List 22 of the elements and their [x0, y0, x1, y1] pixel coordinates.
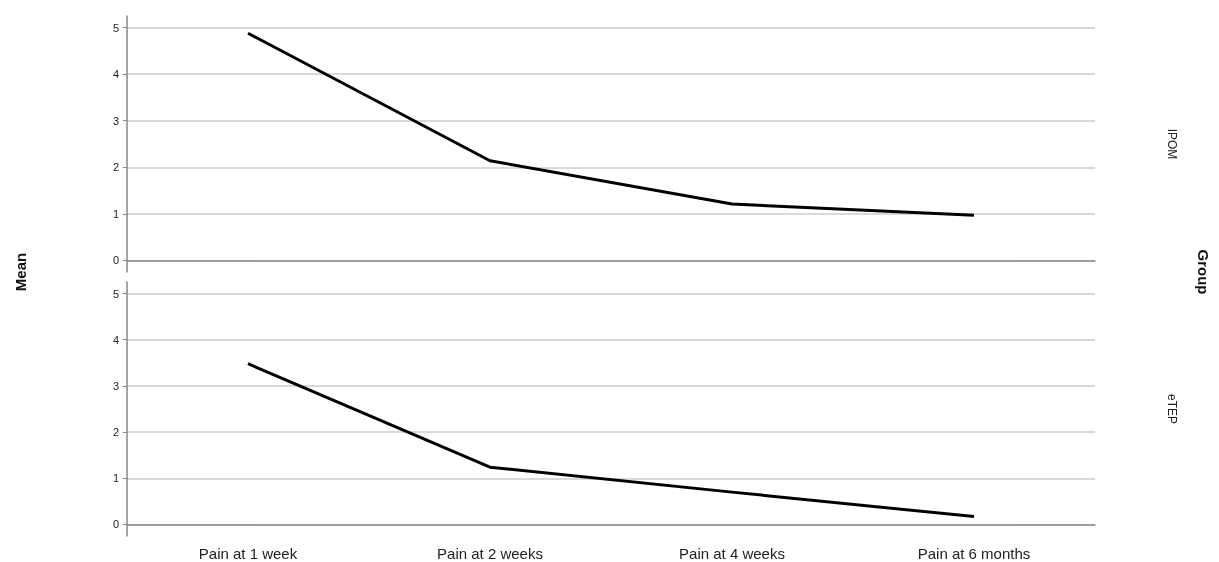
- text: eTEP: [1165, 393, 1179, 425]
- y-tick-label: 0: [112, 518, 119, 531]
- y-tick-label: 1: [112, 472, 119, 485]
- y-tick-label: 1: [112, 207, 119, 220]
- x-tick-label: Pain at 6 months: [917, 545, 1031, 562]
- y2-axis-title: Group: [1194, 249, 1212, 295]
- text: IPOM: [1165, 128, 1179, 160]
- y-tick-label: 3: [112, 114, 119, 127]
- y-axis-title: Mean: [11, 252, 29, 292]
- y-tick-label: 4: [112, 333, 119, 346]
- y-tick-label: 2: [112, 426, 119, 439]
- y-tick-label: 5: [112, 21, 119, 34]
- x-tick-label: Pain at 1 week: [198, 545, 298, 562]
- y-tick-label: 4: [112, 68, 119, 81]
- x-tick-label: Pain at 2 weeks: [437, 545, 543, 562]
- line-series: [246, 362, 976, 519]
- x-tick-label: Pain at 4 weeks: [679, 545, 785, 562]
- y-tick-label: 5: [112, 287, 119, 300]
- line-series: [246, 31, 976, 217]
- y-tick-label: 2: [112, 161, 119, 174]
- y-tick-label: 3: [112, 379, 119, 392]
- y-tick-label: 0: [112, 254, 119, 267]
